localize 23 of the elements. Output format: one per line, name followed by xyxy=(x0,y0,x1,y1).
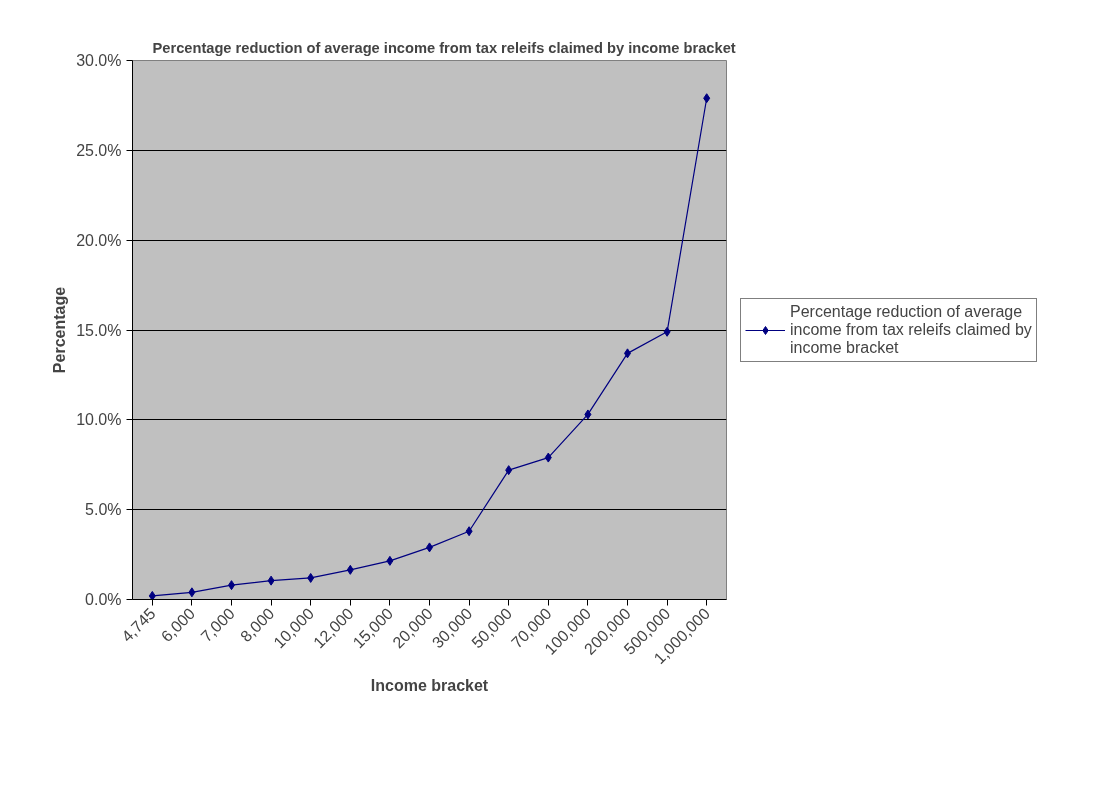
point xyxy=(307,572,315,583)
y-tick-label: 0.0% xyxy=(85,591,122,608)
point xyxy=(505,465,513,476)
x-axis-title: Income bracket xyxy=(370,677,489,695)
point xyxy=(188,587,196,598)
y-tick-label: 20.0% xyxy=(76,231,122,249)
y-tick-label: 30.0% xyxy=(76,52,122,69)
point xyxy=(584,409,592,420)
point xyxy=(703,93,711,104)
y-tick-label: 25.0% xyxy=(76,141,122,159)
point xyxy=(465,526,473,537)
y-tick-label: 15.0% xyxy=(76,321,122,339)
point xyxy=(346,564,354,575)
point xyxy=(544,452,552,463)
y-tick-label: 10.0% xyxy=(76,411,122,429)
point xyxy=(148,590,156,600)
point xyxy=(663,326,671,337)
point xyxy=(386,555,394,566)
y-axis-title: Percentage xyxy=(51,286,69,374)
y-tick-label: 5.0% xyxy=(85,501,122,519)
legend-label: Percentage reduction of average income from tax releifs claimed by income bracket xyxy=(790,302,1032,357)
chart-title: Percentage reduction of average income from tax releifs claimed by income bracket xyxy=(152,39,736,56)
point xyxy=(267,575,275,586)
